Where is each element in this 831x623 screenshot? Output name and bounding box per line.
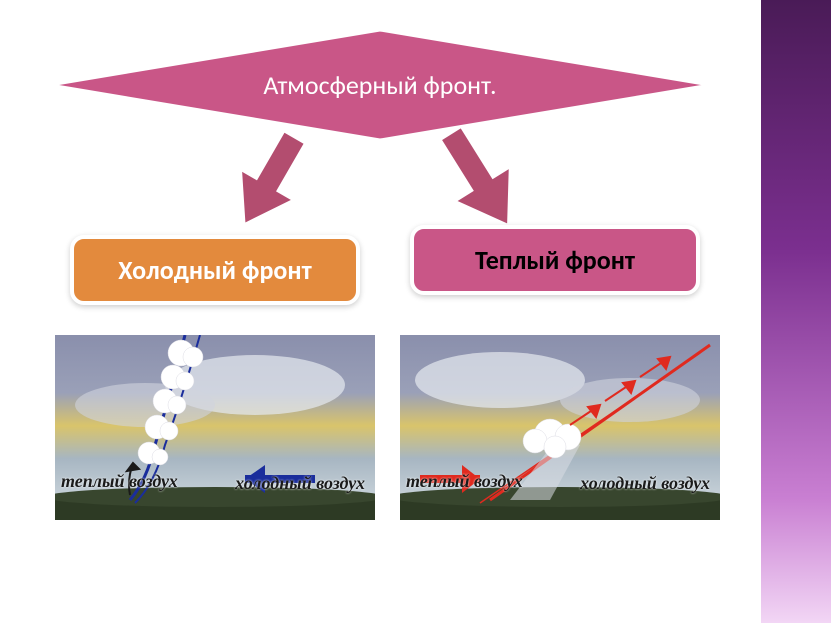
cold-front-illustration: теплый воздух холодный воздух xyxy=(55,335,375,520)
title-text: Атмосферный фронт. xyxy=(50,30,710,140)
cold-illus-cold-air-label: холодный воздух xyxy=(235,473,365,494)
title-diamond: Атмосферный фронт. xyxy=(50,30,710,140)
decor-stripe xyxy=(761,0,831,623)
warm-illus-warm-air-label: теплый воздух xyxy=(406,471,523,492)
warm-illus-cold-air-label: холодный воздух xyxy=(580,473,710,494)
cold-illus-warm-air-label: теплый воздух xyxy=(61,471,178,492)
cold-front-box: Холодный фронт xyxy=(70,235,360,305)
warm-front-illustration: теплый воздух холодный воздух xyxy=(400,335,720,520)
arrow-left xyxy=(200,130,320,240)
slide-stage: Атмосферный фронт. Холодный фронт Теплый… xyxy=(0,0,760,623)
cold-front-label: Холодный фронт xyxy=(118,254,311,286)
warm-front-label: Теплый фронт xyxy=(475,244,635,276)
warm-front-box: Теплый фронт xyxy=(410,225,700,295)
arrow-right xyxy=(410,125,550,240)
